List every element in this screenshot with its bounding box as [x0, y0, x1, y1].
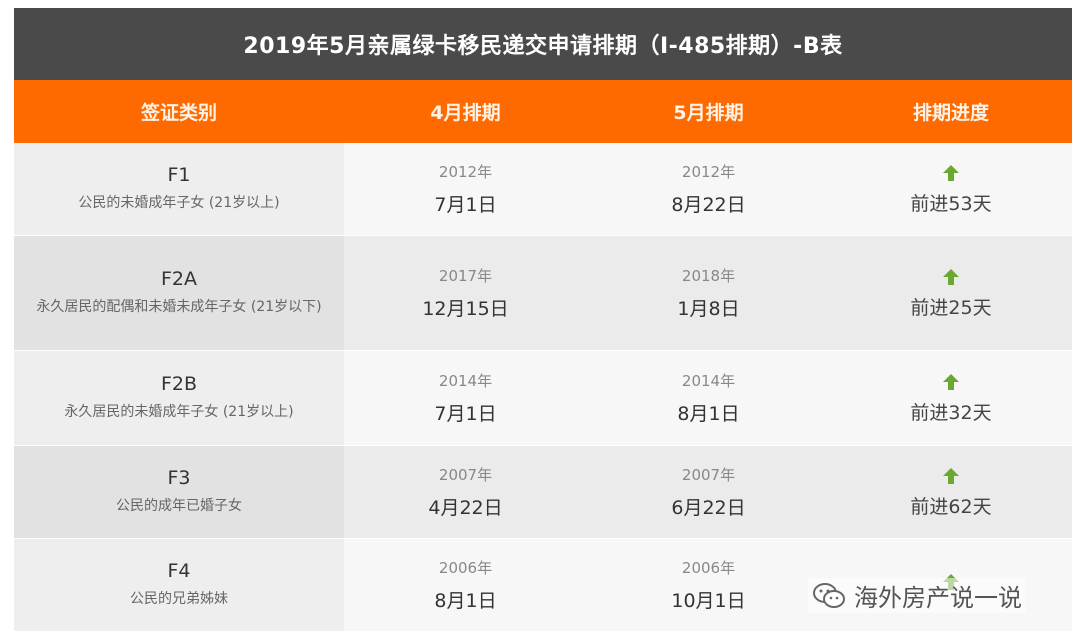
header-may: 5月排期 [673, 102, 744, 124]
header-april: 4月排期 [430, 102, 501, 124]
arrow-up-icon [943, 373, 959, 390]
may-cell: 2018年 1月8日 [587, 236, 830, 350]
may-cell: 2014年 8月1日 [587, 351, 830, 445]
arrow-up-icon [943, 268, 959, 285]
may-date: 8月1日 [677, 403, 740, 425]
progress-cell: 前进32天 [830, 351, 1072, 445]
progress-cell: 前进53天 [830, 143, 1072, 235]
table-row: F2B 永久居民的未婚成年子女 (21岁以上) 2014年 7月1日 2014年… [14, 351, 1072, 446]
progress-cell: 前进62天 [830, 446, 1072, 538]
visa-description: 永久居民的配偶和未婚未成年子女 (21岁以下) [36, 299, 322, 315]
category-cell: F2A 永久居民的配偶和未婚未成年子女 (21岁以下) [14, 236, 344, 350]
may-cell: 2006年 10月1日 [587, 539, 830, 631]
header-progress: 排期进度 [912, 102, 989, 124]
may-cell: 2012年 8月22日 [587, 143, 830, 235]
visa-code: F3 [167, 467, 191, 489]
may-date: 8月22日 [671, 194, 746, 216]
category-cell: F1 公民的未婚成年子女 (21岁以上) [14, 143, 344, 235]
april-year: 2006年 [438, 559, 493, 577]
april-year: 2014年 [438, 372, 493, 390]
april-year: 2007年 [438, 466, 493, 484]
watermark: 海外房产说一说 [808, 578, 1026, 613]
april-year: 2017年 [438, 267, 493, 285]
progress-text: 前进25天 [910, 296, 992, 319]
april-cell: 2017年 12月15日 [344, 236, 587, 350]
header-row: 签证类别 4月排期 5月排期 排期进度 [14, 80, 1072, 143]
progress-text: 前进62天 [910, 495, 992, 518]
april-date: 12月15日 [422, 298, 509, 320]
visa-code: F4 [167, 560, 191, 582]
may-date: 10月1日 [671, 590, 746, 612]
category-cell: F3 公民的成年已婚子女 [14, 446, 344, 538]
may-year: 2012年 [681, 163, 736, 181]
may-year: 2006年 [681, 559, 736, 577]
may-date: 1月8日 [677, 298, 740, 320]
april-date: 7月1日 [434, 403, 497, 425]
visa-description: 公民的成年已婚子女 [116, 498, 242, 514]
visa-description: 永久居民的未婚成年子女 (21岁以上) [64, 404, 294, 420]
visa-description: 公民的未婚成年子女 (21岁以上) [78, 195, 280, 211]
wechat-icon [813, 582, 845, 608]
may-year: 2007年 [681, 466, 736, 484]
watermark-text: 海外房产说一说 [854, 584, 1022, 612]
header-category: 签证类别 [140, 102, 217, 124]
arrow-up-icon [943, 164, 959, 181]
visa-code: F2A [160, 268, 197, 290]
april-cell: 2012年 7月1日 [344, 143, 587, 235]
visa-description: 公民的兄弟姊妹 [130, 591, 228, 607]
progress-cell: 前进25天 [830, 236, 1072, 350]
april-cell: 2006年 8月1日 [344, 539, 587, 631]
april-year: 2012年 [438, 163, 493, 181]
visa-code: F1 [167, 164, 191, 186]
april-cell: 2007年 4月22日 [344, 446, 587, 538]
table-row: F1 公民的未婚成年子女 (21岁以上) 2012年 7月1日 2012年 8月… [14, 143, 1072, 236]
progress-text: 前进53天 [910, 192, 992, 215]
visa-code: F2B [160, 373, 198, 395]
april-date: 7月1日 [434, 194, 497, 216]
may-year: 2014年 [681, 372, 736, 390]
category-cell: F2B 永久居民的未婚成年子女 (21岁以上) [14, 351, 344, 445]
table-title: 2019年5月亲属绿卡移民递交申请排期（I-485排期）-B表 [14, 8, 1072, 80]
table-row: F2A 永久居民的配偶和未婚未成年子女 (21岁以下) 2017年 12月15日… [14, 236, 1072, 351]
april-date: 8月1日 [434, 590, 497, 612]
may-date: 6月22日 [671, 497, 746, 519]
category-cell: F4 公民的兄弟姊妹 [14, 539, 344, 631]
april-cell: 2014年 7月1日 [344, 351, 587, 445]
arrow-up-icon [943, 467, 959, 484]
table-row: F3 公民的成年已婚子女 2007年 4月22日 2007年 6月22日 前进6… [14, 446, 1072, 539]
progress-text: 前进32天 [910, 401, 992, 424]
may-year: 2018年 [681, 267, 736, 285]
april-date: 4月22日 [428, 497, 503, 519]
visa-bulletin-table: 2019年5月亲属绿卡移民递交申请排期（I-485排期）-B表 签证类别 4月排… [14, 8, 1072, 632]
may-cell: 2007年 6月22日 [587, 446, 830, 538]
